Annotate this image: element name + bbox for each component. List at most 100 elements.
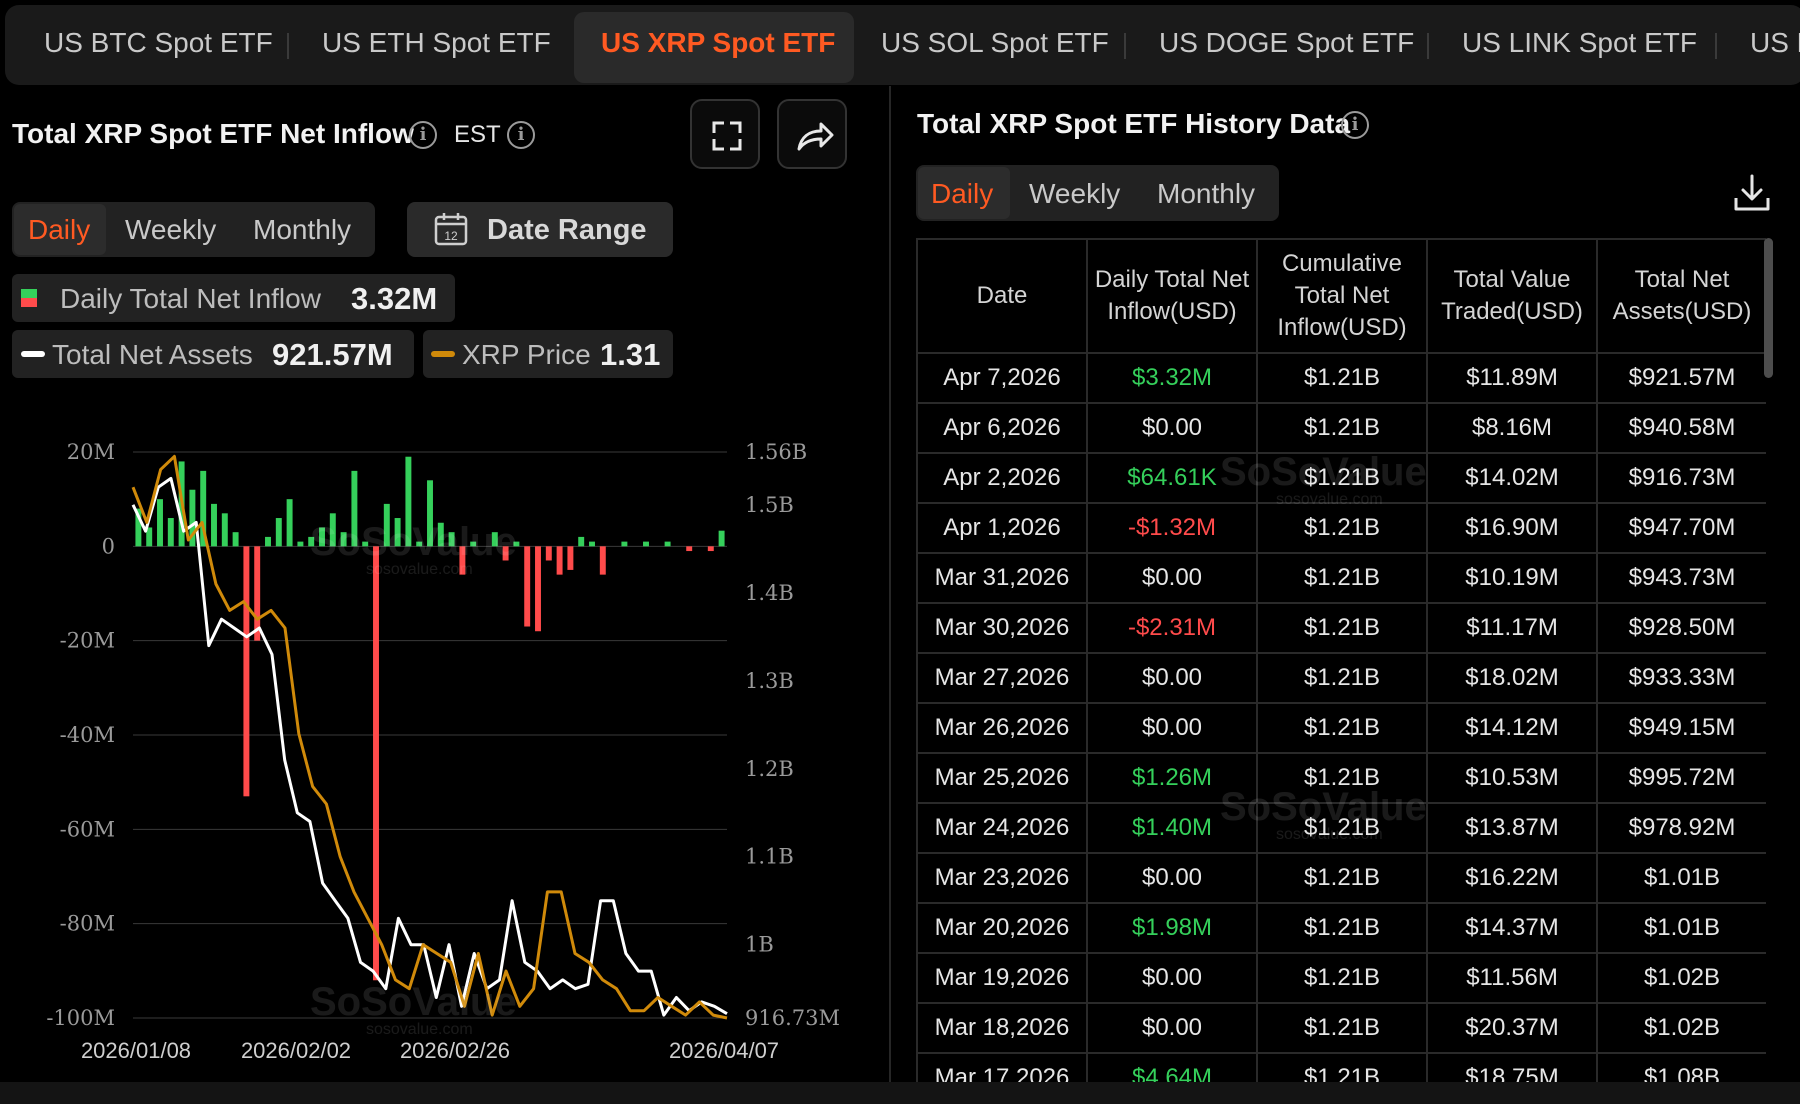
period-daily[interactable]: Daily — [28, 214, 91, 245]
tab-btc[interactable]: US BTC Spot ETF — [44, 27, 273, 58]
inflow-bar — [405, 456, 412, 547]
cell-value-traded: $10.53M — [1426, 753, 1598, 804]
cell-value-traded: $14.12M — [1426, 703, 1598, 754]
col-header-cumulative-inflow: Cumulative Total Net Inflow(USD) — [1256, 238, 1428, 354]
tab-separator — [1427, 33, 1429, 59]
cell-date: Mar 19,2026 — [916, 953, 1088, 1004]
cell-cumulative-inflow: $1.21B — [1256, 453, 1428, 504]
inflow-bar — [275, 518, 282, 547]
cell-net-assets: $949.15M — [1596, 703, 1766, 754]
share-button[interactable] — [777, 99, 847, 169]
period-weekly[interactable]: Weekly — [125, 214, 217, 245]
inflow-bar — [265, 536, 271, 547]
inflow-bar — [524, 546, 531, 627]
y-left-tick-label: -40M — [60, 723, 115, 747]
date-range-label: Date Range — [487, 214, 647, 246]
y-right-tick-label: 1.3B — [745, 669, 794, 693]
y-right-tick-label: 1.56B — [745, 440, 807, 464]
cell-value-traded: $11.17M — [1426, 603, 1598, 654]
table-row: Mar 20,2026 $1.98M $1.21B $14.37M $1.01B — [916, 903, 1766, 954]
fullscreen-button[interactable] — [690, 99, 760, 169]
tab-separator — [1715, 33, 1717, 59]
tab-eth[interactable]: US ETH Spot ETF — [322, 27, 551, 58]
cell-net-assets: $916.73M — [1596, 453, 1766, 504]
period-monthly[interactable]: Monthly — [253, 214, 352, 245]
active-tab-highlight — [574, 12, 854, 83]
assets-stat: Total Net Assets 921.57M — [12, 330, 414, 378]
tab-more[interactable]: US H — [1750, 27, 1800, 58]
period-daily[interactable]: Daily — [931, 178, 994, 209]
cell-value-traded: $16.22M — [1426, 853, 1598, 904]
tab-sol[interactable]: US SOL Spot ETF — [881, 27, 1109, 58]
inflow-bar — [567, 546, 574, 570]
info-icon[interactable]: i — [507, 121, 535, 149]
inflow-bar — [448, 532, 455, 547]
y-right-tick-label: 1B — [745, 933, 774, 957]
cell-daily-inflow: $0.00 — [1086, 703, 1258, 754]
cell-date: Mar 24,2026 — [916, 803, 1088, 854]
table-row: Mar 27,2026 $0.00 $1.21B $18.02M $933.33M — [916, 653, 1766, 704]
xrp-price-line — [131, 454, 728, 1020]
cell-daily-inflow: $64.61K — [1086, 453, 1258, 504]
date-range-button[interactable]: 12 Date Range — [407, 202, 673, 257]
inflow-bar — [167, 518, 174, 547]
download-icon[interactable] — [1732, 172, 1772, 214]
cell-daily-inflow: $0.00 — [1086, 1003, 1258, 1054]
inflow-bar — [351, 470, 358, 547]
tab-xrp[interactable]: US XRP Spot ETF — [601, 27, 836, 58]
cell-value-traded: $10.19M — [1426, 553, 1598, 604]
cell-daily-inflow: $0.00 — [1086, 953, 1258, 1004]
info-icon[interactable]: i — [1341, 111, 1369, 139]
inflow-bar — [664, 541, 671, 547]
cell-cumulative-inflow: $1.21B — [1256, 1003, 1428, 1054]
cell-date: Mar 18,2026 — [916, 1003, 1088, 1054]
fullscreen-icon — [712, 121, 742, 151]
table-scrollbar[interactable] — [1764, 238, 1773, 378]
inflow-bar — [319, 527, 325, 547]
table-row: Apr 2,2026 $64.61K $1.21B $14.02M $916.73M — [916, 453, 1766, 504]
table-period-switch: Daily Weekly Monthly — [916, 165, 1279, 221]
inflow-bar — [707, 546, 714, 552]
cell-date: Mar 30,2026 — [916, 603, 1088, 654]
assets-stat-label: Total Net Assets — [52, 339, 253, 370]
period-monthly[interactable]: Monthly — [1157, 178, 1256, 209]
price-stat-label: XRP Price — [462, 339, 591, 370]
tab-doge[interactable]: US DOGE Spot ETF — [1159, 27, 1415, 58]
inflow-bar — [254, 546, 261, 641]
inflow-bar — [427, 480, 433, 547]
bottom-bar — [0, 1082, 1800, 1104]
cell-date: Mar 20,2026 — [916, 903, 1088, 954]
cell-value-traded: $18.75M — [1426, 1053, 1598, 1082]
history-table-container[interactable]: Date Daily Total Net Inflow(USD) Cumulat… — [916, 238, 1766, 1082]
y-left-tick-label: -100M — [46, 1006, 115, 1030]
inflow-bar — [470, 541, 477, 547]
period-weekly[interactable]: Weekly — [1029, 178, 1121, 209]
y-right-tick-label: 1.2B — [745, 757, 794, 781]
x-tick-label: 2026/04/07 — [669, 1038, 779, 1063]
svg-text:12: 12 — [444, 229, 458, 243]
col-header-date: Date — [916, 238, 1088, 354]
cell-value-traded: $16.90M — [1426, 503, 1598, 554]
cell-date: Mar 27,2026 — [916, 653, 1088, 704]
cell-cumulative-inflow: $1.21B — [1256, 503, 1428, 554]
tab-link[interactable]: US LINK Spot ETF — [1462, 27, 1697, 58]
inflow-stat: Daily Total Net Inflow 3.32M — [12, 274, 455, 322]
inflow-chart: 20M 0 -20M -40M -60M -80M -100M 1.56B 1.5B 1.4B 1.… — [46, 440, 840, 1063]
cell-date: Mar 31,2026 — [916, 553, 1088, 604]
cell-date: Apr 1,2026 — [916, 503, 1088, 554]
table-row: Apr 1,2026 -$1.32M $1.21B $16.90M $947.70M — [916, 503, 1766, 554]
inflow-bar — [146, 527, 153, 547]
inflow-bar — [502, 546, 509, 561]
table-row: Mar 19,2026 $0.00 $1.21B $11.56M $1.02B — [916, 953, 1766, 1004]
cell-daily-inflow: $3.32M — [1086, 353, 1258, 404]
inflow-bar — [286, 499, 293, 547]
cell-daily-inflow: $1.40M — [1086, 803, 1258, 854]
info-icon[interactable]: i — [409, 121, 437, 149]
cell-date: Mar 25,2026 — [916, 753, 1088, 804]
inflow-bar — [416, 541, 423, 547]
inflow-bar — [599, 546, 606, 575]
table-row: Apr 6,2026 $0.00 $1.21B $8.16M $940.58M — [916, 403, 1766, 454]
cell-net-assets: $943.73M — [1596, 553, 1766, 604]
cell-cumulative-inflow: $1.21B — [1256, 953, 1428, 1004]
active-period-highlight — [14, 204, 106, 255]
